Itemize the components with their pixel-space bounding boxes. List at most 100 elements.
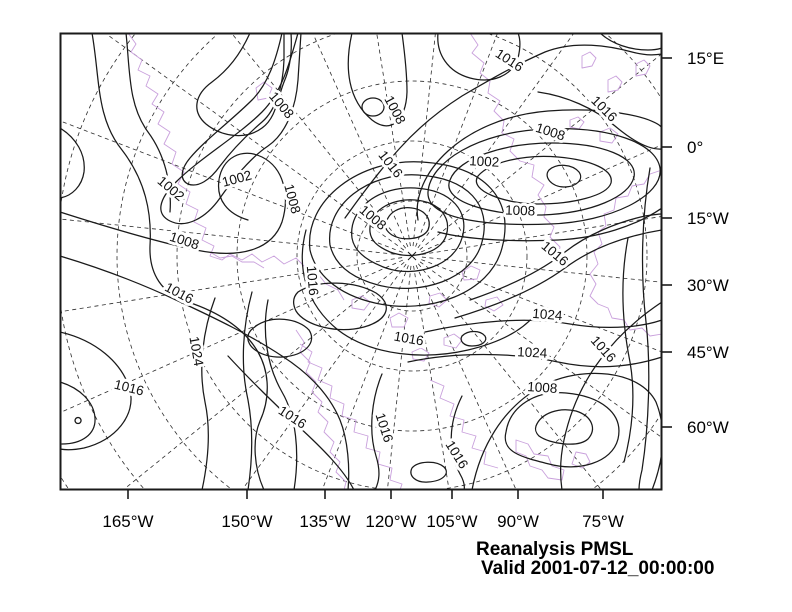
graticule-parallel [116, 34, 661, 489]
contour-line [61, 255, 350, 489]
coastline [461, 265, 481, 281]
contour-label: 1016 [276, 403, 309, 432]
contour-label: 1002 [469, 153, 500, 170]
caption-title: Reanalysis PMSL [476, 539, 634, 560]
contour-line [546, 164, 582, 188]
contour-label: 1016 [588, 93, 620, 125]
pole-cross-icon [407, 251, 417, 261]
graticule-parallel [356, 200, 468, 312]
coastline [411, 347, 430, 362]
contour-label: 1008 [505, 202, 536, 218]
bottom-axis-tick-label: 105°W [426, 512, 477, 531]
contour-lines [61, 34, 661, 489]
contour-line [264, 299, 298, 489]
right-axis-tick-label: 15°E [687, 49, 724, 68]
contour-label: 1016 [442, 438, 471, 471]
contour-label: 1002 [220, 168, 253, 190]
contour-line [61, 381, 96, 445]
bottom-axis-tick-label: 150°W [221, 512, 272, 531]
contour-line [410, 461, 447, 483]
contour-line [537, 91, 661, 150]
contour-line [227, 355, 355, 489]
contour-label: 1024 [517, 344, 548, 361]
contour-label: 1016 [393, 329, 425, 349]
contour-line [385, 206, 430, 240]
contour-line [309, 161, 506, 307]
bottom-axis-tick-label: 135°W [299, 512, 350, 531]
coastline [428, 292, 448, 308]
contour-line [427, 128, 661, 226]
contour-line [329, 174, 485, 289]
graticule-meridian [242, 263, 407, 489]
contour-label: 1008 [266, 89, 297, 122]
coastline [607, 75, 623, 93]
map-frame [59, 32, 663, 491]
contour-label: 1016 [539, 238, 572, 269]
coastline [470, 34, 567, 268]
contour-label: 1008 [527, 379, 558, 396]
coastline [443, 333, 463, 349]
contour-line [292, 282, 387, 331]
contour-line [471, 372, 661, 489]
contour-line [74, 416, 82, 425]
contour-line [504, 392, 620, 468]
contour-label: 1008 [168, 229, 201, 253]
coastlines [128, 34, 661, 489]
contour-line [196, 34, 292, 137]
contour-line [201, 297, 216, 489]
right-axis-tick-label: 45°W [687, 343, 729, 362]
graticule-meridian [387, 265, 412, 489]
contour-line [638, 167, 651, 489]
contour-line [61, 331, 132, 451]
graticule-parallel [236, 80, 588, 432]
contour-label: 1024 [532, 306, 564, 324]
contour-line [344, 44, 661, 219]
graticule-meridian [421, 259, 661, 353]
contour-line [369, 199, 449, 257]
right-axis-tick-label: 15°W [687, 209, 729, 228]
right-axis-tick-label: 60°W [687, 418, 729, 437]
contour-line [416, 109, 661, 221]
contour-line [560, 301, 661, 489]
contour-line [242, 291, 253, 489]
bottom-axis-tick-label: 120°W [365, 512, 416, 531]
coastline [515, 439, 565, 481]
coastline [429, 379, 499, 469]
coastline [209, 251, 265, 269]
coastline [484, 296, 504, 312]
contour-line [437, 207, 661, 242]
bottom-axis-tick-label: 75°W [582, 512, 624, 531]
contour-line [534, 409, 594, 445]
contour-line [91, 34, 268, 489]
contour-line [437, 34, 521, 81]
coastline [589, 169, 661, 337]
contour-label: 1016 [588, 333, 619, 365]
coastline [255, 81, 273, 101]
contour-line [448, 142, 635, 216]
axis-bottom-longitude: 165°W 150°W 135°W 120°W 105°W 90°W 75°W [102, 490, 624, 531]
contour-line [600, 34, 661, 51]
contour-line [371, 373, 383, 489]
coastline [635, 59, 651, 77]
graticule-parallel [296, 140, 528, 372]
projection-pole-marker [407, 251, 417, 261]
graticule-parallel [176, 34, 648, 489]
caption-block: Reanalysis PMSL Valid 2001-07-12_00:00:0… [476, 539, 714, 579]
contour-label: 1008 [534, 120, 567, 144]
contour-label: 1016 [113, 377, 146, 399]
contour-line [61, 152, 286, 254]
contour-line [347, 34, 408, 127]
contour-line [351, 187, 465, 273]
coastline [351, 295, 371, 311]
bottom-axis-tick-label: 165°W [102, 512, 153, 531]
coastline [569, 116, 585, 130]
graticule-meridian [412, 34, 436, 247]
contour-line [125, 34, 171, 213]
right-axis-tick-label: 0° [687, 138, 703, 157]
contour-label: 1016 [162, 279, 196, 306]
axis-right-longitude: 15°E 0° 15°W 30°W 45°W 60°W [662, 49, 729, 437]
contour-line [301, 229, 535, 356]
coastline [389, 312, 409, 328]
